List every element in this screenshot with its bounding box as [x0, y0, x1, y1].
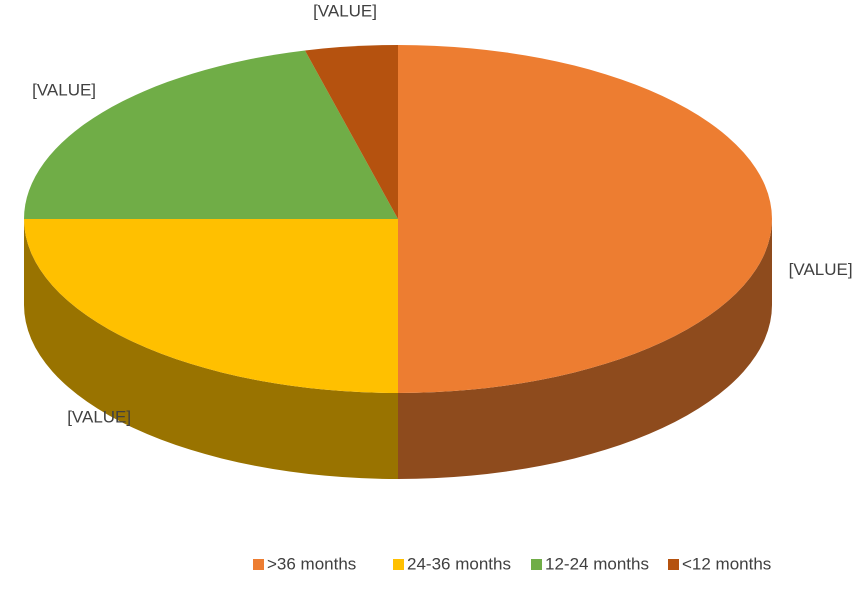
slice-side	[398, 219, 772, 479]
legend-label: 12-24 months	[545, 554, 649, 573]
legend-label: 24-36 months	[407, 554, 511, 573]
slice	[304, 45, 398, 219]
legend-label: >36 months	[267, 554, 356, 573]
legend-swatch	[253, 559, 264, 570]
legend-swatch	[668, 559, 679, 570]
data-label: [VALUE]	[32, 81, 96, 100]
data-label: [VALUE]	[789, 260, 853, 279]
legend-swatch	[531, 559, 542, 570]
slice	[398, 45, 772, 393]
slice	[24, 219, 398, 393]
legend-swatch	[393, 559, 404, 570]
legend-label: <12 months	[682, 554, 771, 573]
data-label: [VALUE]	[67, 408, 131, 427]
data-label: [VALUE]	[313, 1, 377, 20]
slice	[24, 50, 398, 220]
slice-side	[24, 219, 398, 479]
